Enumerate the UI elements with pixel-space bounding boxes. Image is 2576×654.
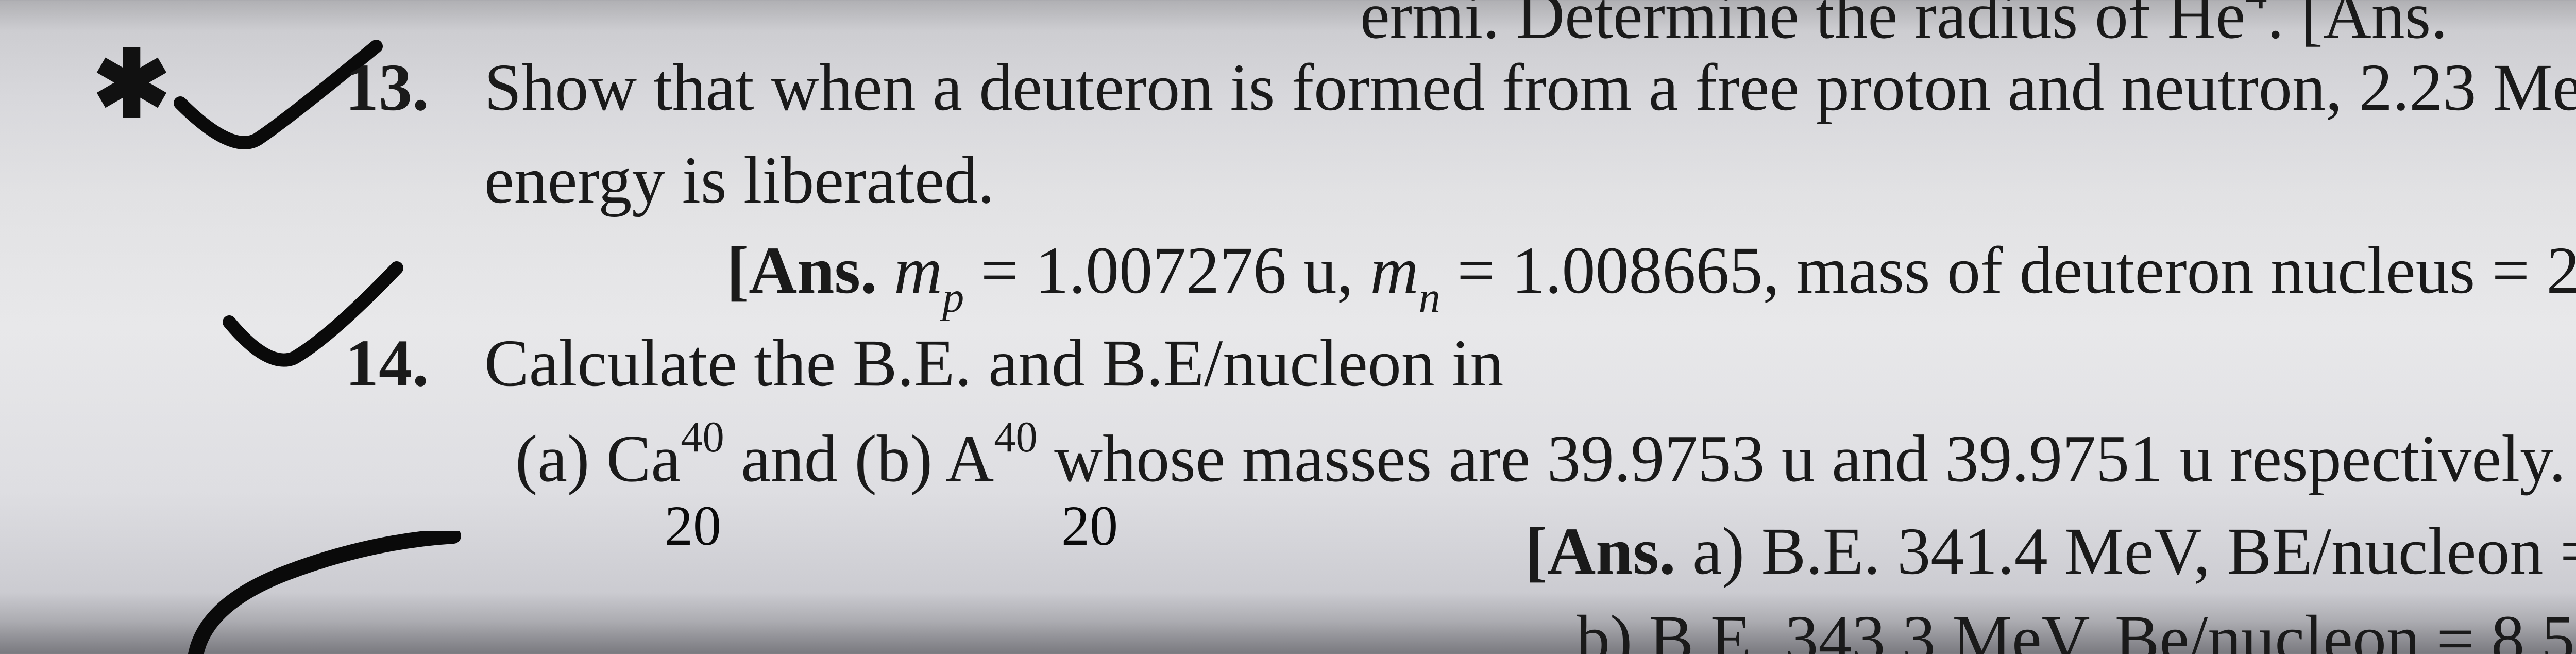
- question-13-line-2: energy is liberated.: [484, 147, 994, 214]
- mn-symbol: m: [1370, 233, 1419, 308]
- text: energy is liberated.: [484, 143, 994, 217]
- he-superscript: 4: [2245, 0, 2267, 18]
- text: b) B.E. 343.3 MeV, Be/nucleon = 8.58 MeV: [1577, 602, 2576, 654]
- text: Show that when a deuteron is formed from…: [484, 51, 2576, 125]
- ca-superscript: 40: [681, 413, 724, 461]
- text: . [Ans.: [2267, 0, 2448, 53]
- question-number-13: 13.: [345, 54, 429, 121]
- mp-symbol: m: [894, 233, 942, 308]
- a-superscript: 40: [994, 413, 1038, 461]
- text: 20: [1061, 494, 1118, 557]
- mn-sub: n: [1418, 274, 1440, 322]
- ans-label: [Ans.: [1525, 514, 1692, 589]
- question-number-14: 14.: [345, 330, 429, 397]
- answer-14-b-partial: b) B.E. 343.3 MeV, Be/nucleon = 8.58 MeV: [1577, 606, 2576, 654]
- question-14-line-1: Calculate the B.E. and B.E/nucleon in: [484, 330, 1503, 397]
- handwritten-swoosh-icon: [185, 531, 464, 654]
- ans-label: [Ans.: [726, 233, 894, 308]
- text: 20: [665, 494, 721, 557]
- question-13-line-1: Show that when a deuteron is formed from…: [484, 54, 2576, 121]
- margin-asterisk-icon: ✱: [93, 31, 171, 139]
- text: and (b) A: [724, 422, 994, 496]
- question-14-line-2: (a) Ca40 and (b) A40 whose masses are 39…: [515, 423, 2566, 492]
- answer-13: [Ans. mp = 1.007276 u, mn = 1.008665, ma…: [726, 237, 2576, 315]
- text: whose masses are 39.9753 u and 39.9751 u…: [1038, 422, 2566, 496]
- mn-val: = 1.008665, mass of deuteron nucleus = 2…: [1440, 233, 2576, 308]
- mp-sub: p: [942, 274, 964, 322]
- text: Calculate the B.E. and B.E/nucleon in: [484, 326, 1503, 400]
- handwritten-annotation-left: 20: [665, 497, 721, 554]
- text: a) B.E. 341.4 MeV, BE/nucleon = 8.53 MeV: [1692, 514, 2576, 589]
- text: ermi. Determine the radius of He: [1360, 0, 2245, 53]
- partial-line-top: ermi. Determine the radius of He4. [Ans.: [1360, 0, 2448, 49]
- handwritten-annotation-right: 20: [1061, 497, 1118, 554]
- text: 13.: [345, 51, 429, 125]
- mp-val: = 1.007276 u,: [964, 233, 1370, 308]
- answer-14-a: [Ans. a) B.E. 341.4 MeV, BE/nucleon = 8.…: [1525, 518, 2576, 585]
- text: (a) Ca: [515, 422, 681, 496]
- text: 14.: [345, 326, 429, 400]
